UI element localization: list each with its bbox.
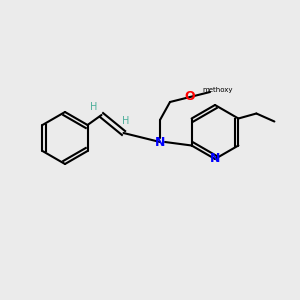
Text: H: H — [90, 102, 97, 112]
Text: N: N — [155, 136, 165, 148]
Text: methoxy: methoxy — [203, 87, 233, 93]
Text: N: N — [210, 152, 220, 166]
Text: H: H — [122, 116, 129, 126]
Text: O: O — [185, 91, 195, 103]
